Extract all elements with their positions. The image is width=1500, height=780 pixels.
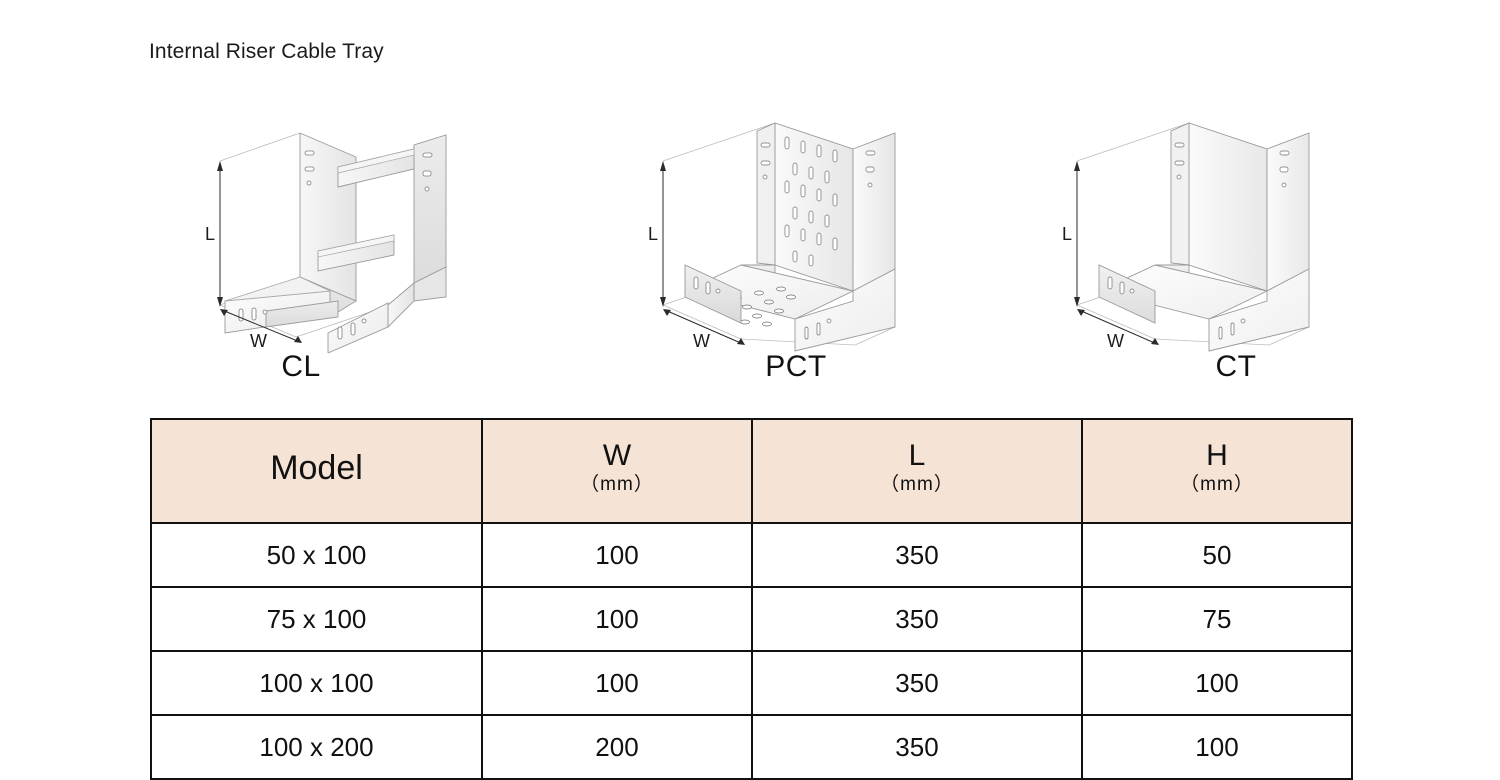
left-rail-upper [299, 132, 357, 302]
cell-model: 100 x 100 [150, 650, 483, 716]
column-header-w: W （mm） [481, 418, 753, 524]
table-row: 50 x 100 100 350 50 [150, 522, 1353, 588]
slot-holes-right-lower-skirt [1218, 318, 1246, 340]
dimension-label-w: W [693, 331, 710, 351]
right-rail-outer-bend [413, 266, 447, 302]
table-header-row: Model W （mm） L （mm） H （mm） [150, 418, 1353, 524]
column-header-w-label: W [602, 439, 632, 473]
right-rail-lower [327, 302, 389, 353]
figure-caption-pct: PCT [765, 350, 827, 383]
slot-holes-left-vertical-wall [1174, 142, 1185, 180]
column-header-model: Model [150, 418, 483, 524]
figure-caption-ct: CT [1215, 350, 1257, 383]
column-header-h-unit: （mm） [1180, 473, 1254, 495]
slot-holes-left-vertical-wall [760, 142, 771, 180]
slot-holes-left-rail [304, 150, 315, 186]
column-header-w-unit: （mm） [580, 473, 654, 495]
cell-w: 100 [481, 650, 753, 716]
left-vertical-wall [1170, 122, 1190, 266]
slot-holes-right-lower-skirt [804, 318, 832, 340]
cell-model: 75 x 100 [150, 586, 483, 652]
column-header-model-label: Model [270, 449, 363, 488]
cell-l: 350 [751, 714, 1083, 780]
figure-pct: L W PCT [645, 105, 975, 400]
left-rail-lower-top-flange [224, 276, 332, 302]
back-panel-vertical [1188, 122, 1268, 292]
right-vertical-wall [852, 132, 896, 292]
table-row: 75 x 100 100 350 75 [150, 586, 1353, 652]
slot-holes-left-side-wall [693, 276, 721, 295]
cell-w: 100 [481, 586, 753, 652]
cell-model: 100 x 200 [150, 714, 483, 780]
table-row: 100 x 200 200 350 100 [150, 714, 1353, 780]
right-rail-bend [387, 282, 415, 329]
slot-holes-right-vertical-wall [865, 150, 876, 188]
column-header-l-label: L [908, 439, 926, 473]
dimension-w: W [663, 309, 745, 351]
rung-bottom [265, 300, 339, 328]
figure-caption-cl: CL [281, 350, 321, 383]
perforation-slots-back-panel [784, 136, 838, 267]
slot-holes-right-lower-rail [337, 318, 367, 340]
cell-h: 100 [1081, 650, 1353, 716]
table-row: 100 x 100 100 350 100 [150, 650, 1353, 716]
dimension-label-l: L [205, 224, 215, 244]
dimension-label-l: L [1062, 224, 1072, 244]
cell-l: 350 [751, 650, 1083, 716]
cell-w: 100 [481, 522, 753, 588]
perforated-cable-tray-riser-drawing: L W [648, 122, 896, 352]
cell-l: 350 [751, 586, 1083, 652]
cell-h: 100 [1081, 714, 1353, 780]
cell-model: 50 x 100 [150, 522, 483, 588]
cell-w: 200 [481, 714, 753, 780]
cell-h: 50 [1081, 522, 1353, 588]
solid-cable-tray-riser-drawing: L W [1062, 122, 1310, 352]
left-side-wall [684, 264, 742, 324]
column-header-l: L （mm） [751, 418, 1083, 524]
left-side-wall [1098, 264, 1156, 324]
dimension-label-w: W [1107, 331, 1124, 351]
cell-h: 75 [1081, 586, 1353, 652]
figure-ct: L W CT [1055, 105, 1385, 400]
dimension-l: L [205, 161, 223, 307]
column-header-h-label: H [1206, 439, 1228, 473]
dimension-label-w: W [250, 331, 267, 351]
rung-top-face [337, 148, 415, 174]
figure-strip: L W CL [150, 105, 1355, 400]
column-header-h: H （mm） [1081, 418, 1353, 524]
dimension-w: W [220, 309, 302, 351]
dimension-w: W [1077, 309, 1159, 351]
column-header-l-unit: （mm） [880, 473, 954, 495]
dimension-l: L [648, 161, 666, 307]
slot-holes-right-rail [422, 152, 433, 192]
dimension-l: L [1062, 161, 1080, 307]
right-vertical-wall [1266, 132, 1310, 292]
rung-middle-face [317, 234, 395, 258]
left-vertical-wall [756, 122, 776, 266]
specification-table: Model W （mm） L （mm） H （mm） 50 x 100 100 … [150, 418, 1353, 780]
slot-holes-right-vertical-wall [1279, 150, 1290, 188]
figure-cl: L W CL [178, 105, 508, 400]
cell-l: 350 [751, 522, 1083, 588]
cable-ladder-riser-drawing: L W [205, 132, 447, 353]
slot-holes-left-side-wall [1107, 276, 1135, 295]
page-title: Internal Riser Cable Tray [149, 40, 384, 63]
dimension-label-l: L [648, 224, 658, 244]
